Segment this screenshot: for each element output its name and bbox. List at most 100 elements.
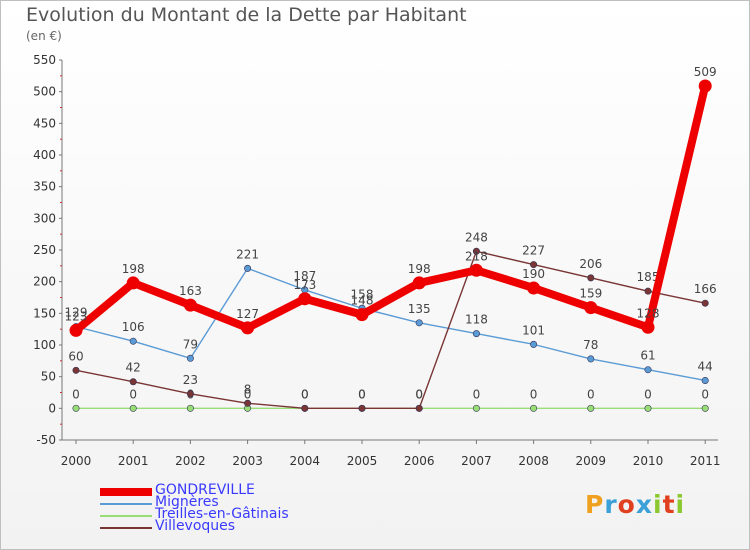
- data-point: [355, 308, 369, 322]
- x-tick-label: 2007: [461, 454, 492, 468]
- data-point: [587, 404, 595, 412]
- legend-swatch: [100, 527, 152, 529]
- series-gondreville: 123 198 163 127 173 148 198 218 190 159 128 509: [65, 65, 717, 337]
- data-label: 8: [244, 382, 252, 396]
- data-label: 0: [701, 387, 709, 401]
- data-point: [472, 247, 480, 255]
- legend-swatch: [100, 503, 152, 505]
- x-tick-label: 2003: [232, 454, 263, 468]
- data-point: [527, 281, 541, 295]
- data-label: 190: [522, 267, 545, 281]
- legend-swatch: [100, 515, 152, 517]
- y-tick-label: 300: [33, 211, 56, 225]
- x-tick-label: 2010: [633, 454, 664, 468]
- data-point: [298, 292, 312, 306]
- data-point: [587, 355, 595, 363]
- data-label: 198: [122, 262, 145, 276]
- data-point: [530, 404, 538, 412]
- data-point: [241, 321, 255, 335]
- data-label: 78: [583, 338, 598, 352]
- data-label: 42: [126, 361, 141, 375]
- data-point: [587, 274, 595, 282]
- data-label: 198: [408, 262, 431, 276]
- data-point: [701, 299, 709, 307]
- logo-letter: r: [604, 490, 618, 519]
- data-label: 0: [415, 387, 423, 401]
- axes: -50 0 50 100 150 200 250 300 350 400 450 500 550 2000…: [33, 53, 720, 468]
- y-tick-label: 550: [33, 53, 56, 67]
- data-label: 221: [236, 247, 259, 261]
- data-point: [129, 378, 137, 386]
- data-point: [244, 399, 252, 407]
- data-label: 0: [473, 387, 481, 401]
- data-point: [69, 323, 83, 337]
- data-point: [472, 330, 480, 338]
- data-label: 129: [65, 306, 88, 320]
- logo-letter: x: [635, 490, 653, 519]
- data-label: 44: [698, 359, 713, 373]
- data-label: 0: [129, 387, 137, 401]
- data-label: 79: [183, 337, 198, 351]
- data-label: 159: [579, 287, 602, 301]
- series-layer: 0000000000001291067922118715813511810178…: [65, 65, 717, 412]
- legend-label: Treilles-en-Gâtinais: [155, 506, 289, 522]
- data-point: [412, 276, 426, 290]
- data-point: [186, 390, 194, 398]
- legend-swatch: [100, 488, 152, 496]
- y-tick-label: 400: [33, 148, 56, 162]
- data-label: 0: [415, 387, 423, 401]
- data-label: 185: [637, 270, 660, 284]
- x-tick-label: 2009: [576, 454, 607, 468]
- data-point: [644, 404, 652, 412]
- x-tick-label: 2002: [175, 454, 206, 468]
- data-label: 118: [465, 313, 488, 327]
- legend-label: Mignères: [155, 494, 219, 510]
- data-point: [186, 354, 194, 362]
- data-label: 0: [587, 387, 595, 401]
- data-label: 23: [183, 373, 198, 387]
- data-point: [469, 263, 483, 277]
- logo-letter: P: [585, 490, 605, 519]
- data-label: 206: [579, 257, 602, 271]
- y-tick-label: 250: [33, 243, 56, 257]
- data-label: 148: [351, 294, 374, 308]
- chart-unit-label: (en €): [26, 29, 62, 43]
- x-tick-label: 2005: [347, 454, 378, 468]
- data-label: 127: [236, 307, 259, 321]
- data-label: 509: [694, 65, 717, 79]
- data-label: 0: [72, 387, 80, 401]
- y-tick-label: 450: [33, 116, 56, 130]
- series-line: [75, 267, 706, 382]
- data-point: [698, 79, 712, 93]
- data-label: 0: [301, 387, 309, 401]
- data-label: 0: [244, 387, 252, 401]
- data-label: 101: [522, 323, 545, 337]
- y-tick-label: 0: [48, 401, 56, 415]
- data-label: 187: [293, 269, 316, 283]
- data-point: [129, 404, 137, 412]
- data-label: 158: [351, 287, 374, 301]
- series-mign-res: 129 106 79 221 187 158 135 118 101 78 61 44: [65, 247, 713, 384]
- data-point: [301, 404, 309, 412]
- series-line: [75, 250, 706, 410]
- legend-label: Villevoques: [155, 518, 236, 534]
- data-point: [183, 298, 197, 312]
- data-point: [72, 366, 80, 374]
- data-label: 173: [293, 278, 316, 292]
- x-tick-label: 2000: [61, 454, 92, 468]
- y-tick-label: 100: [33, 338, 56, 352]
- data-point: [72, 404, 80, 412]
- data-label: 0: [358, 387, 366, 401]
- series-line: [72, 81, 710, 335]
- x-tick-label: 2008: [518, 454, 549, 468]
- data-point: [358, 404, 366, 412]
- data-label: 166: [694, 282, 717, 296]
- y-tick-label: 50: [41, 370, 56, 384]
- data-point: [584, 301, 598, 315]
- data-point: [701, 404, 709, 412]
- logo-letter: i: [675, 490, 686, 519]
- data-label: 60: [68, 349, 83, 363]
